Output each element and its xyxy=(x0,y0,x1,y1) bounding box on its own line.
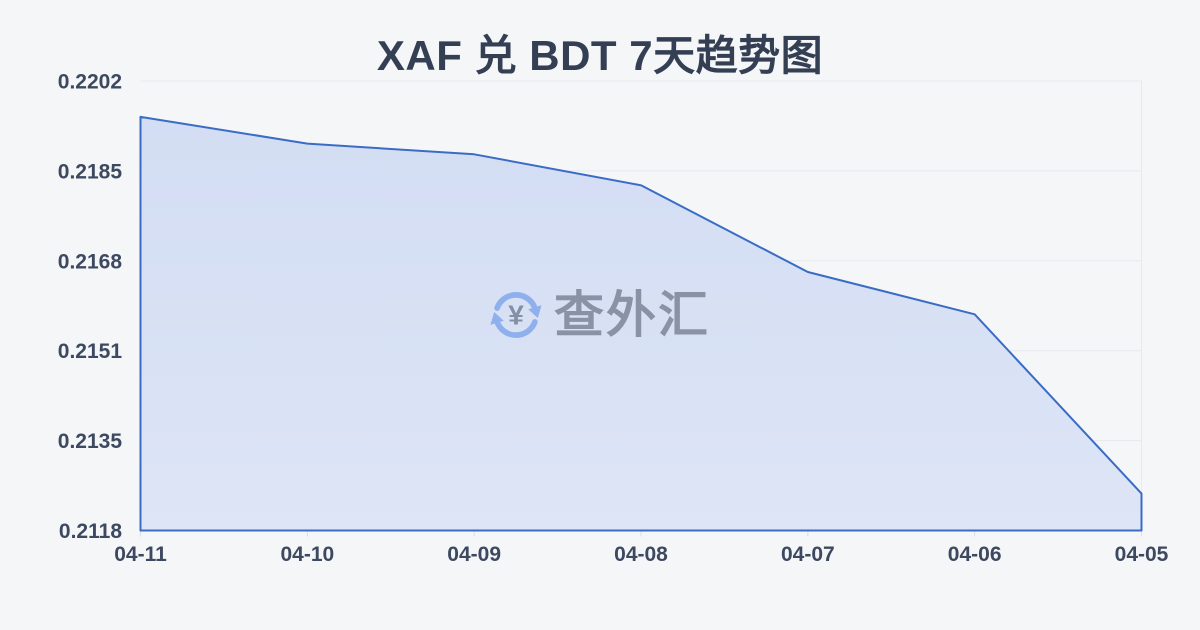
y-axis-label: 0.2151 xyxy=(58,340,123,363)
x-axis-label: 04-10 xyxy=(280,543,334,566)
x-axis-label: 04-06 xyxy=(948,543,1002,566)
y-axis-label: 0.2118 xyxy=(59,520,122,543)
y-axis-label: 0.2135 xyxy=(58,430,123,453)
x-axis-label: 04-11 xyxy=(114,543,167,566)
y-axis-label: 0.2168 xyxy=(58,250,123,273)
x-axis-label: 04-07 xyxy=(781,543,835,566)
chart-title: XAF 兑 BDT 7天趋势图 xyxy=(376,32,824,79)
area-series xyxy=(139,115,1143,532)
y-axis-label: 0.2185 xyxy=(58,160,123,183)
y-axis-label: 0.2202 xyxy=(58,71,122,94)
x-axis-label: 04-09 xyxy=(447,543,501,566)
x-axis-label: 04-08 xyxy=(614,543,668,566)
x-axis-label: 04-05 xyxy=(1115,543,1169,566)
